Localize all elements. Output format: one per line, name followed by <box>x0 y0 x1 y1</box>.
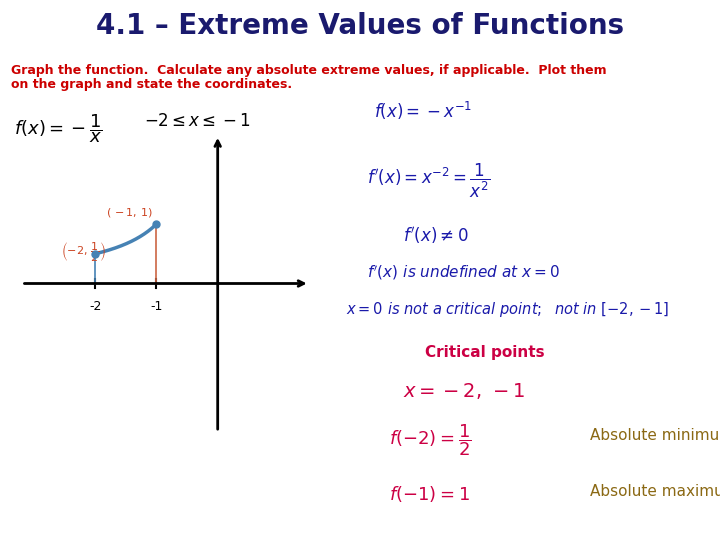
Text: $f'(x) = x^{-2} = \dfrac{1}{x^2}$: $f'(x) = x^{-2} = \dfrac{1}{x^2}$ <box>367 161 490 200</box>
Text: $x = 0\ \mathit{is\ not\ a\ critical\ point;}\ \ \mathit{not\ in}\ [-2,-1]$: $x = 0\ \mathit{is\ not\ a\ critical\ po… <box>346 300 669 319</box>
Text: Critical points: Critical points <box>425 345 544 360</box>
Text: $f(x) = -x^{-1}$: $f(x) = -x^{-1}$ <box>374 100 472 122</box>
Text: $f(-1) = 1$: $f(-1) = 1$ <box>389 484 469 504</box>
Text: $x = -2,\,-1$: $x = -2,\,-1$ <box>403 381 526 401</box>
Text: $\left(-2,\,\dfrac{1}{2}\right)$: $\left(-2,\,\dfrac{1}{2}\right)$ <box>61 241 107 265</box>
Text: $f'(x) \neq 0$: $f'(x) \neq 0$ <box>403 225 469 246</box>
Text: 4.1 – Extreme Values of Functions: 4.1 – Extreme Values of Functions <box>96 12 624 39</box>
Text: $f(-2) = \dfrac{1}{2}$: $f(-2) = \dfrac{1}{2}$ <box>389 423 472 458</box>
Text: $(\,-1,\,1)$: $(\,-1,\,1)$ <box>107 206 153 219</box>
Text: -2: -2 <box>89 300 102 313</box>
Text: $-2 \leq x \leq -1$: $-2 \leq x \leq -1$ <box>144 112 251 130</box>
Text: -1: -1 <box>150 300 163 313</box>
Text: on the graph and state the coordinates.: on the graph and state the coordinates. <box>11 78 292 91</box>
Text: Absolute maximum: Absolute maximum <box>590 484 720 499</box>
Text: $f'(x)\ \mathit{is\ undefined\ at}\ x = 0$: $f'(x)\ \mathit{is\ undefined\ at}\ x = … <box>367 264 560 282</box>
Text: Graph the function.  Calculate any absolute extreme values, if applicable.  Plot: Graph the function. Calculate any absolu… <box>11 64 606 77</box>
Text: $f(x) = -\dfrac{1}{x}$: $f(x) = -\dfrac{1}{x}$ <box>14 112 103 145</box>
Text: Absolute minimum: Absolute minimum <box>590 428 720 443</box>
